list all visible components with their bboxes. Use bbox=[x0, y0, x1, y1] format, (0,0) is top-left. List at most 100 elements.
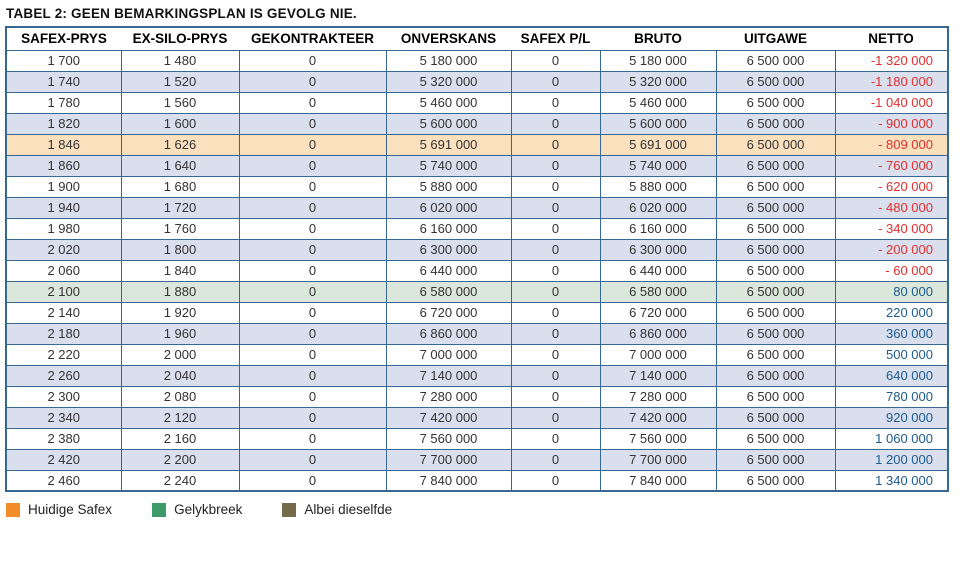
cell-safex-pl: 0 bbox=[510, 70, 601, 93]
cell-safex-prys: 2 180 bbox=[5, 322, 122, 345]
cell-uitgawe: 6 500 000 bbox=[715, 112, 836, 135]
cell-ex-silo-prys: 2 200 bbox=[120, 448, 240, 471]
table-row: 2 220 2 000 0 7 000 000 0 7 000 000 6 500 000 5… bbox=[5, 343, 949, 366]
legend-label: Albei dieselfde bbox=[304, 502, 393, 517]
data-table: SAFEX-PRYS EX-SILO-PRYS GEKONTRAKTEER ONVER… bbox=[5, 26, 949, 492]
cell-onverskans: 6 860 000 bbox=[385, 322, 512, 345]
cell-onverskans: 7 420 000 bbox=[385, 406, 512, 429]
cell-netto: 220 000 bbox=[834, 301, 949, 324]
cell-ex-silo-prys: 1 920 bbox=[120, 301, 240, 324]
table-row: 1 846 1 626 0 5 691 000 0 5 691 000 6 500 000-… bbox=[5, 133, 949, 156]
cell-netto: -1 180 000 bbox=[834, 70, 949, 93]
cell-uitgawe: 6 500 000 bbox=[715, 196, 836, 219]
cell-uitgawe: 6 500 000 bbox=[715, 364, 836, 387]
table-row: 1 820 1 600 0 5 600 000 0 5 600 000 6 500 000-… bbox=[5, 112, 949, 135]
cell-netto: 360 000 bbox=[834, 322, 949, 345]
cell-bruto: 5 691 000 bbox=[599, 133, 717, 156]
cell-safex-pl: 0 bbox=[510, 469, 601, 492]
legend: Huidige Safex Gelykbreek Albei dieselfde bbox=[6, 502, 952, 517]
cell-netto: 780 000 bbox=[834, 385, 949, 408]
cell-uitgawe: 6 500 000 bbox=[715, 217, 836, 240]
cell-bruto: 6 860 000 bbox=[599, 322, 717, 345]
cell-uitgawe: 6 500 000 bbox=[715, 343, 836, 366]
cell-netto: - 200 000 bbox=[834, 238, 949, 261]
column-header-uitgawe: UITGAWE bbox=[716, 27, 835, 51]
cell-safex-prys: 1 860 bbox=[5, 154, 122, 177]
cell-ex-silo-prys: 1 626 bbox=[120, 133, 240, 156]
cell-bruto: 5 460 000 bbox=[599, 91, 717, 114]
cell-bruto: 5 320 000 bbox=[599, 70, 717, 93]
cell-uitgawe: 6 500 000 bbox=[715, 322, 836, 345]
cell-safex-pl: 0 bbox=[510, 175, 601, 198]
cell-safex-prys: 2 340 bbox=[5, 406, 122, 429]
cell-bruto: 5 880 000 bbox=[599, 175, 717, 198]
cell-gekontrakteer: 0 bbox=[238, 112, 387, 135]
cell-ex-silo-prys: 1 560 bbox=[120, 91, 240, 114]
cell-onverskans: 7 000 000 bbox=[385, 343, 512, 366]
cell-bruto: 5 740 000 bbox=[599, 154, 717, 177]
cell-safex-prys: 1 820 bbox=[5, 112, 122, 135]
cell-ex-silo-prys: 1 600 bbox=[120, 112, 240, 135]
column-header-onverskans: ONVERSKANS bbox=[386, 27, 511, 51]
cell-onverskans: 5 460 000 bbox=[385, 91, 512, 114]
cell-onverskans: 6 720 000 bbox=[385, 301, 512, 324]
cell-uitgawe: 6 500 000 bbox=[715, 469, 836, 492]
column-header-bruto: BRUTO bbox=[600, 27, 716, 51]
column-header-ex-silo-prys: EX-SILO-PRYS bbox=[121, 27, 239, 51]
cell-safex-prys: 2 460 bbox=[5, 469, 122, 492]
cell-bruto: 6 720 000 bbox=[599, 301, 717, 324]
cell-safex-pl: 0 bbox=[510, 259, 601, 282]
cell-ex-silo-prys: 2 160 bbox=[120, 427, 240, 450]
cell-netto: -1 040 000 bbox=[834, 91, 949, 114]
cell-safex-pl: 0 bbox=[510, 238, 601, 261]
table-header: SAFEX-PRYS EX-SILO-PRYS GEKONTRAKTEER ONVER… bbox=[6, 27, 948, 51]
cell-bruto: 6 440 000 bbox=[599, 259, 717, 282]
column-header-netto: NETTO bbox=[835, 27, 948, 51]
table-row: 2 340 2 120 0 7 420 000 0 7 420 000 6 500 000 9… bbox=[5, 406, 949, 429]
cell-safex-pl: 0 bbox=[510, 364, 601, 387]
cell-safex-pl: 0 bbox=[510, 322, 601, 345]
cell-gekontrakteer: 0 bbox=[238, 448, 387, 471]
cell-uitgawe: 6 500 000 bbox=[715, 133, 836, 156]
table-row: 2 180 1 960 0 6 860 000 0 6 860 000 6 500 000 3… bbox=[5, 322, 949, 345]
cell-uitgawe: 6 500 000 bbox=[715, 301, 836, 324]
cell-ex-silo-prys: 2 040 bbox=[120, 364, 240, 387]
cell-onverskans: 5 880 000 bbox=[385, 175, 512, 198]
cell-gekontrakteer: 0 bbox=[238, 133, 387, 156]
cell-bruto: 7 700 000 bbox=[599, 448, 717, 471]
cell-uitgawe: 6 500 000 bbox=[715, 91, 836, 114]
cell-safex-prys: 1 940 bbox=[5, 196, 122, 219]
legend-item-gelykbreek: Gelykbreek bbox=[152, 502, 242, 517]
cell-gekontrakteer: 0 bbox=[238, 154, 387, 177]
cell-safex-prys: 1 780 bbox=[5, 91, 122, 114]
cell-uitgawe: 6 500 000 bbox=[715, 154, 836, 177]
cell-gekontrakteer: 0 bbox=[238, 322, 387, 345]
cell-uitgawe: 6 500 000 bbox=[715, 175, 836, 198]
cell-onverskans: 6 300 000 bbox=[385, 238, 512, 261]
cell-safex-pl: 0 bbox=[510, 406, 601, 429]
table-row: 2 300 2 080 0 7 280 000 0 7 280 000 6 500 000 7… bbox=[5, 385, 949, 408]
cell-onverskans: 7 140 000 bbox=[385, 364, 512, 387]
table-row: 1 900 1 680 0 5 880 000 0 5 880 000 6 500 000-… bbox=[5, 175, 949, 198]
cell-safex-pl: 0 bbox=[510, 427, 601, 450]
cell-gekontrakteer: 0 bbox=[238, 385, 387, 408]
cell-onverskans: 7 840 000 bbox=[385, 469, 512, 492]
cell-onverskans: 7 700 000 bbox=[385, 448, 512, 471]
cell-netto: 1 200 000 bbox=[834, 448, 949, 471]
column-header-safex-pl: SAFEX P/L bbox=[511, 27, 600, 51]
cell-gekontrakteer: 0 bbox=[238, 175, 387, 198]
page: TABEL 2: GEEN BEMARKINGSPLAN IS GEVOLG N… bbox=[5, 6, 952, 517]
cell-safex-prys: 2 140 bbox=[5, 301, 122, 324]
cell-uitgawe: 6 500 000 bbox=[715, 406, 836, 429]
cell-safex-prys: 2 020 bbox=[5, 238, 122, 261]
legend-label: Gelykbreek bbox=[174, 502, 243, 517]
table-row: 2 060 1 840 0 6 440 000 0 6 440 000 6 500 000-… bbox=[5, 259, 949, 282]
cell-safex-pl: 0 bbox=[510, 49, 601, 72]
legend-swatch-albei-dieselfde bbox=[282, 502, 297, 517]
cell-safex-pl: 0 bbox=[510, 154, 601, 177]
cell-uitgawe: 6 500 000 bbox=[715, 70, 836, 93]
legend-swatch-gelykbreek bbox=[152, 502, 167, 517]
cell-netto: 640 000 bbox=[834, 364, 949, 387]
cell-onverskans: 5 740 000 bbox=[385, 154, 512, 177]
cell-onverskans: 7 560 000 bbox=[385, 427, 512, 450]
